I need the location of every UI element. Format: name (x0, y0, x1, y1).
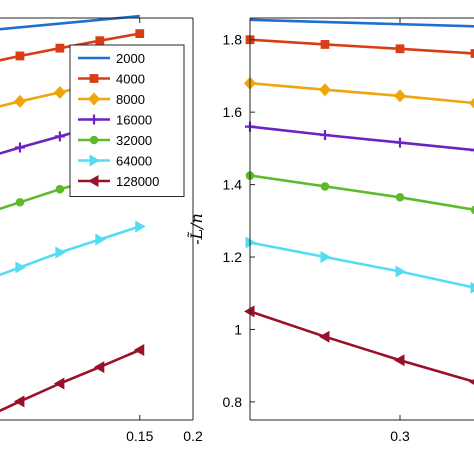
data-point-4000-1 (320, 40, 330, 49)
data-point-4000-2 (395, 44, 405, 54)
data-point-64000-3 (470, 281, 474, 294)
legend-label-2000: 2000 (116, 51, 145, 66)
series-8000 (244, 76, 474, 109)
data-point-8000-1 (319, 83, 331, 97)
data-point-32000-3 (470, 205, 474, 215)
series-line-2000 (0, 14, 140, 31)
series-line-32000 (249, 174, 474, 212)
legend-entry-8000: 8000 (78, 92, 145, 107)
series-line-4000 (249, 38, 474, 55)
legend-marker-64000 (89, 154, 100, 167)
y-tick-label-5: 1.8 (223, 32, 243, 48)
series-line-2000 (249, 18, 474, 28)
legend-marker-128000 (88, 175, 99, 187)
data-point-4000-3 (470, 49, 474, 58)
x-tick-label-0: 0.15 (126, 428, 153, 444)
data-point-4000-2 (55, 43, 65, 53)
series-128000 (0, 344, 145, 413)
data-point-128000-2 (53, 377, 65, 390)
data-point-128000-3 (93, 361, 105, 374)
series-line-128000 (249, 310, 474, 384)
data-point-128000-4 (133, 344, 145, 357)
data-point-64000-1 (15, 261, 26, 274)
data-point-16000-2 (54, 131, 65, 142)
data-point-16000-2 (395, 137, 405, 148)
legend-label-128000: 128000 (116, 174, 159, 189)
legend-entry-64000: 64000 (78, 154, 152, 169)
series-64000 (0, 220, 146, 277)
y-tick-label-4: 1.6 (223, 104, 243, 120)
data-point-16000-1 (14, 142, 25, 153)
data-point-64000-4 (135, 220, 146, 233)
legend-entry-128000: 128000 (78, 174, 159, 189)
data-point-32000-1 (320, 182, 330, 191)
legend-entry-2000: 2000 (78, 51, 145, 66)
series-32000 (245, 171, 474, 215)
legend-marker-32000 (89, 135, 99, 145)
data-point-4000-3 (95, 36, 105, 46)
series-line-128000 (0, 348, 141, 413)
legend-label-4000: 4000 (116, 72, 145, 87)
data-point-32000-1 (15, 197, 25, 207)
data-point-8000-2 (394, 89, 406, 103)
data-point-8000-2 (53, 85, 66, 99)
data-point-8000-1 (13, 94, 26, 108)
data-point-4000-1 (15, 51, 25, 61)
series-4000 (0, 29, 145, 62)
y-tick-label-1: 1 (234, 321, 242, 337)
data-point-64000-1 (320, 251, 331, 264)
series-line-64000 (249, 241, 474, 289)
data-point-128000-1 (13, 395, 25, 408)
data-point-4000-4 (135, 29, 145, 39)
series-16000 (245, 121, 474, 156)
series-line-8000 (249, 81, 474, 105)
series-line-64000 (0, 225, 141, 277)
legend-entry-16000: 16000 (78, 113, 152, 128)
x-tick-label-1: 0.2 (183, 428, 203, 444)
data-point-16000-1 (320, 129, 330, 140)
legend-marker-8000 (88, 92, 100, 106)
data-point-64000-2 (55, 246, 66, 259)
series-64000 (245, 236, 474, 294)
legend-marker-4000 (89, 74, 99, 83)
data-point-32000-2 (55, 184, 65, 194)
legend-entry-4000: 4000 (78, 72, 145, 87)
data-point-64000-0 (245, 236, 256, 249)
chart-legend: 2000 4000 8000 16000 32000 64000 128000 (69, 44, 185, 197)
data-point-32000-2 (395, 192, 405, 202)
legend-label-32000: 32000 (116, 133, 152, 148)
data-point-128000-2 (394, 354, 405, 367)
legend-marker-16000 (89, 114, 99, 125)
data-point-8000-3 (469, 97, 474, 109)
series-2000 (0, 14, 140, 31)
y-tick-label-0: 0.8 (223, 394, 243, 410)
left-chart-panel: 0.15 0.2 (0, 14, 203, 444)
data-point-128000-0 (244, 305, 255, 318)
series-4000 (245, 35, 474, 58)
data-point-16000-3 (470, 145, 474, 156)
legend-label-16000: 16000 (116, 113, 152, 128)
data-point-128000-3 (469, 379, 474, 385)
legend-label-64000: 64000 (116, 154, 152, 169)
data-point-128000-1 (319, 330, 330, 343)
series-line-16000 (249, 125, 474, 152)
y-axis-label: -L̃/n (187, 213, 206, 245)
data-point-64000-2 (395, 265, 406, 278)
y-tick-label-2: 1.2 (223, 249, 243, 265)
y-tick-label-3: 1.4 (223, 177, 243, 193)
series-2000 (249, 18, 474, 28)
x-tick-label-0: 0.3 (390, 428, 410, 444)
legend-entry-32000: 32000 (78, 133, 152, 148)
right-chart-panel: 0.3 0.8 1 1.2 1.4 1.6 1.8 -L̃/n (187, 17, 474, 444)
data-point-64000-3 (95, 233, 106, 246)
series-128000 (244, 305, 474, 385)
legend-label-8000: 8000 (116, 92, 145, 107)
